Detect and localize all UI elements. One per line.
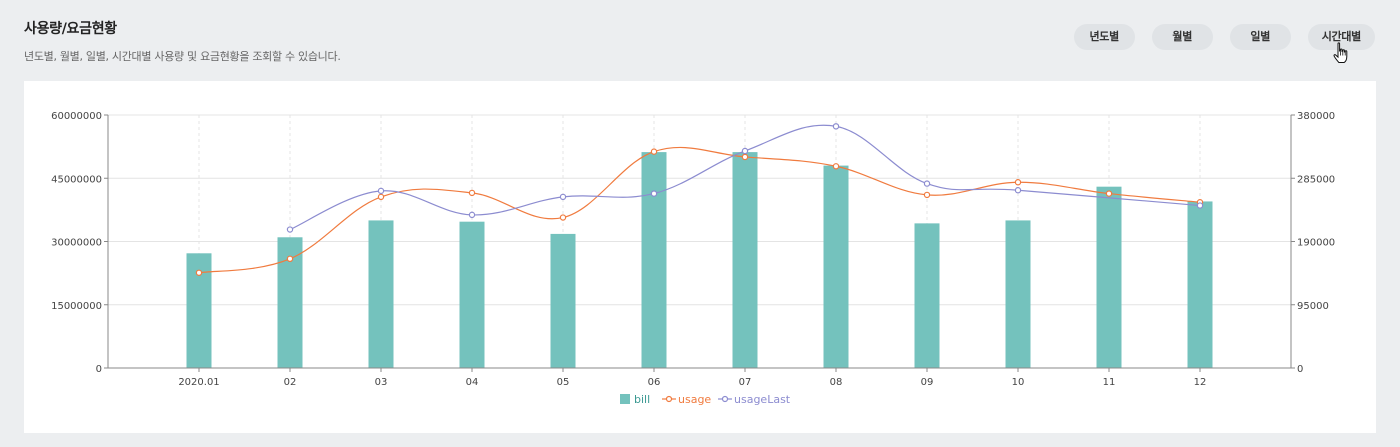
x-tick-label: 05 (557, 377, 570, 388)
y-tick-label: 60000000 (51, 111, 102, 122)
x-tick-label: 04 (466, 377, 479, 388)
x-tick-label: 06 (648, 377, 661, 388)
x-tick-label: 11 (1103, 377, 1116, 388)
y-tick-label: 15000000 (51, 301, 102, 312)
bar-bill[interactable] (823, 165, 849, 368)
y2-tick-label: 285000 (1297, 174, 1335, 185)
legend-item[interactable]: bill (620, 393, 650, 406)
legend-label: bill (634, 393, 650, 406)
point-usage[interactable] (741, 153, 749, 161)
hand-pointer-icon (1333, 42, 1348, 63)
legend-swatch-dot (721, 395, 729, 403)
point-usage[interactable] (377, 193, 385, 201)
point-usage[interactable] (468, 189, 476, 197)
y2-tick-label: 380000 (1297, 111, 1335, 122)
y2-tick-label: 190000 (1297, 238, 1335, 249)
point-usage-last[interactable] (741, 147, 749, 155)
line-usage-last (289, 124, 1201, 231)
legend-swatch-dot (665, 395, 673, 403)
bar-bill[interactable] (914, 223, 940, 368)
x-tick-label: 02 (284, 377, 297, 388)
usage-bill-chart: 0 15000000 30000000 45000000 60000000 0 95000 1… (51, 111, 1335, 406)
bar-bill[interactable] (641, 152, 667, 368)
point-usage-last[interactable] (1196, 202, 1204, 209)
point-usage-last[interactable] (468, 211, 476, 219)
point-usage-last[interactable] (377, 187, 385, 195)
monthly-button[interactable]: 월별 (1151, 24, 1213, 50)
point-usage-last[interactable] (650, 190, 658, 197)
point-usage[interactable] (650, 148, 658, 155)
point-usage[interactable] (1014, 179, 1022, 186)
x-tick-label: 09 (921, 377, 934, 388)
point-usage-last[interactable] (286, 226, 294, 233)
bar-bill[interactable] (1005, 220, 1031, 368)
point-usage-last[interactable] (1014, 187, 1022, 194)
x-tick-label: 03 (375, 377, 388, 388)
page-header: 사용량/요금현황 년도별, 월별, 일별, 시간대별 사용량 및 요금현황을 조… (24, 18, 341, 64)
bar-bill[interactable] (368, 220, 394, 368)
point-usage[interactable] (1105, 190, 1113, 197)
bar-bill[interactable] (1096, 186, 1122, 368)
y-tick-label: 0 (96, 364, 102, 375)
point-usage[interactable] (559, 214, 567, 221)
line-usage (198, 146, 1201, 274)
bar-bill[interactable] (550, 233, 576, 368)
legend-label: usageLast (734, 393, 791, 406)
x-tick-label: 2020.01 (178, 377, 219, 388)
daily-button[interactable]: 일별 (1229, 24, 1291, 50)
period-button-group: 년도별 월별 일별 시간대별 (1073, 24, 1375, 50)
bar-bill[interactable] (459, 221, 485, 368)
bar-bill[interactable] (732, 152, 758, 368)
point-usage[interactable] (195, 269, 203, 276)
bar-bill[interactable] (1187, 201, 1213, 368)
y2-tick-label: 95000 (1297, 301, 1329, 312)
point-usage[interactable] (923, 191, 931, 199)
yearly-button[interactable]: 년도별 (1073, 24, 1135, 50)
page-title: 사용량/요금현황 (24, 21, 117, 37)
hourly-button[interactable]: 시간대별 (1307, 24, 1375, 50)
point-usage[interactable] (286, 255, 294, 263)
y-tick-label: 30000000 (51, 238, 102, 249)
legend-item[interactable]: usage (662, 393, 711, 406)
x-tick-label: 10 (1012, 377, 1025, 388)
point-usage-last[interactable] (832, 123, 840, 130)
legend-swatch (620, 394, 630, 404)
point-usage-last[interactable] (559, 193, 567, 201)
page-subtitle: 년도별, 월별, 일별, 시간대별 사용량 및 요금현황을 조회할 수 있습니다… (24, 50, 341, 63)
legend-item[interactable]: usageLast (718, 393, 791, 406)
usage-chart-card: 0 15000000 30000000 45000000 60000000 0 95000 1… (24, 81, 1376, 433)
x-tick-label: 12 (1194, 377, 1207, 388)
point-usage[interactable] (832, 163, 840, 170)
y-tick-label: 45000000 (51, 174, 102, 185)
point-usage-last[interactable] (923, 180, 931, 187)
legend-label: usage (678, 393, 711, 406)
x-tick-label: 08 (830, 377, 843, 388)
x-tick-label: 07 (739, 377, 752, 388)
y2-tick-label: 0 (1297, 364, 1303, 375)
